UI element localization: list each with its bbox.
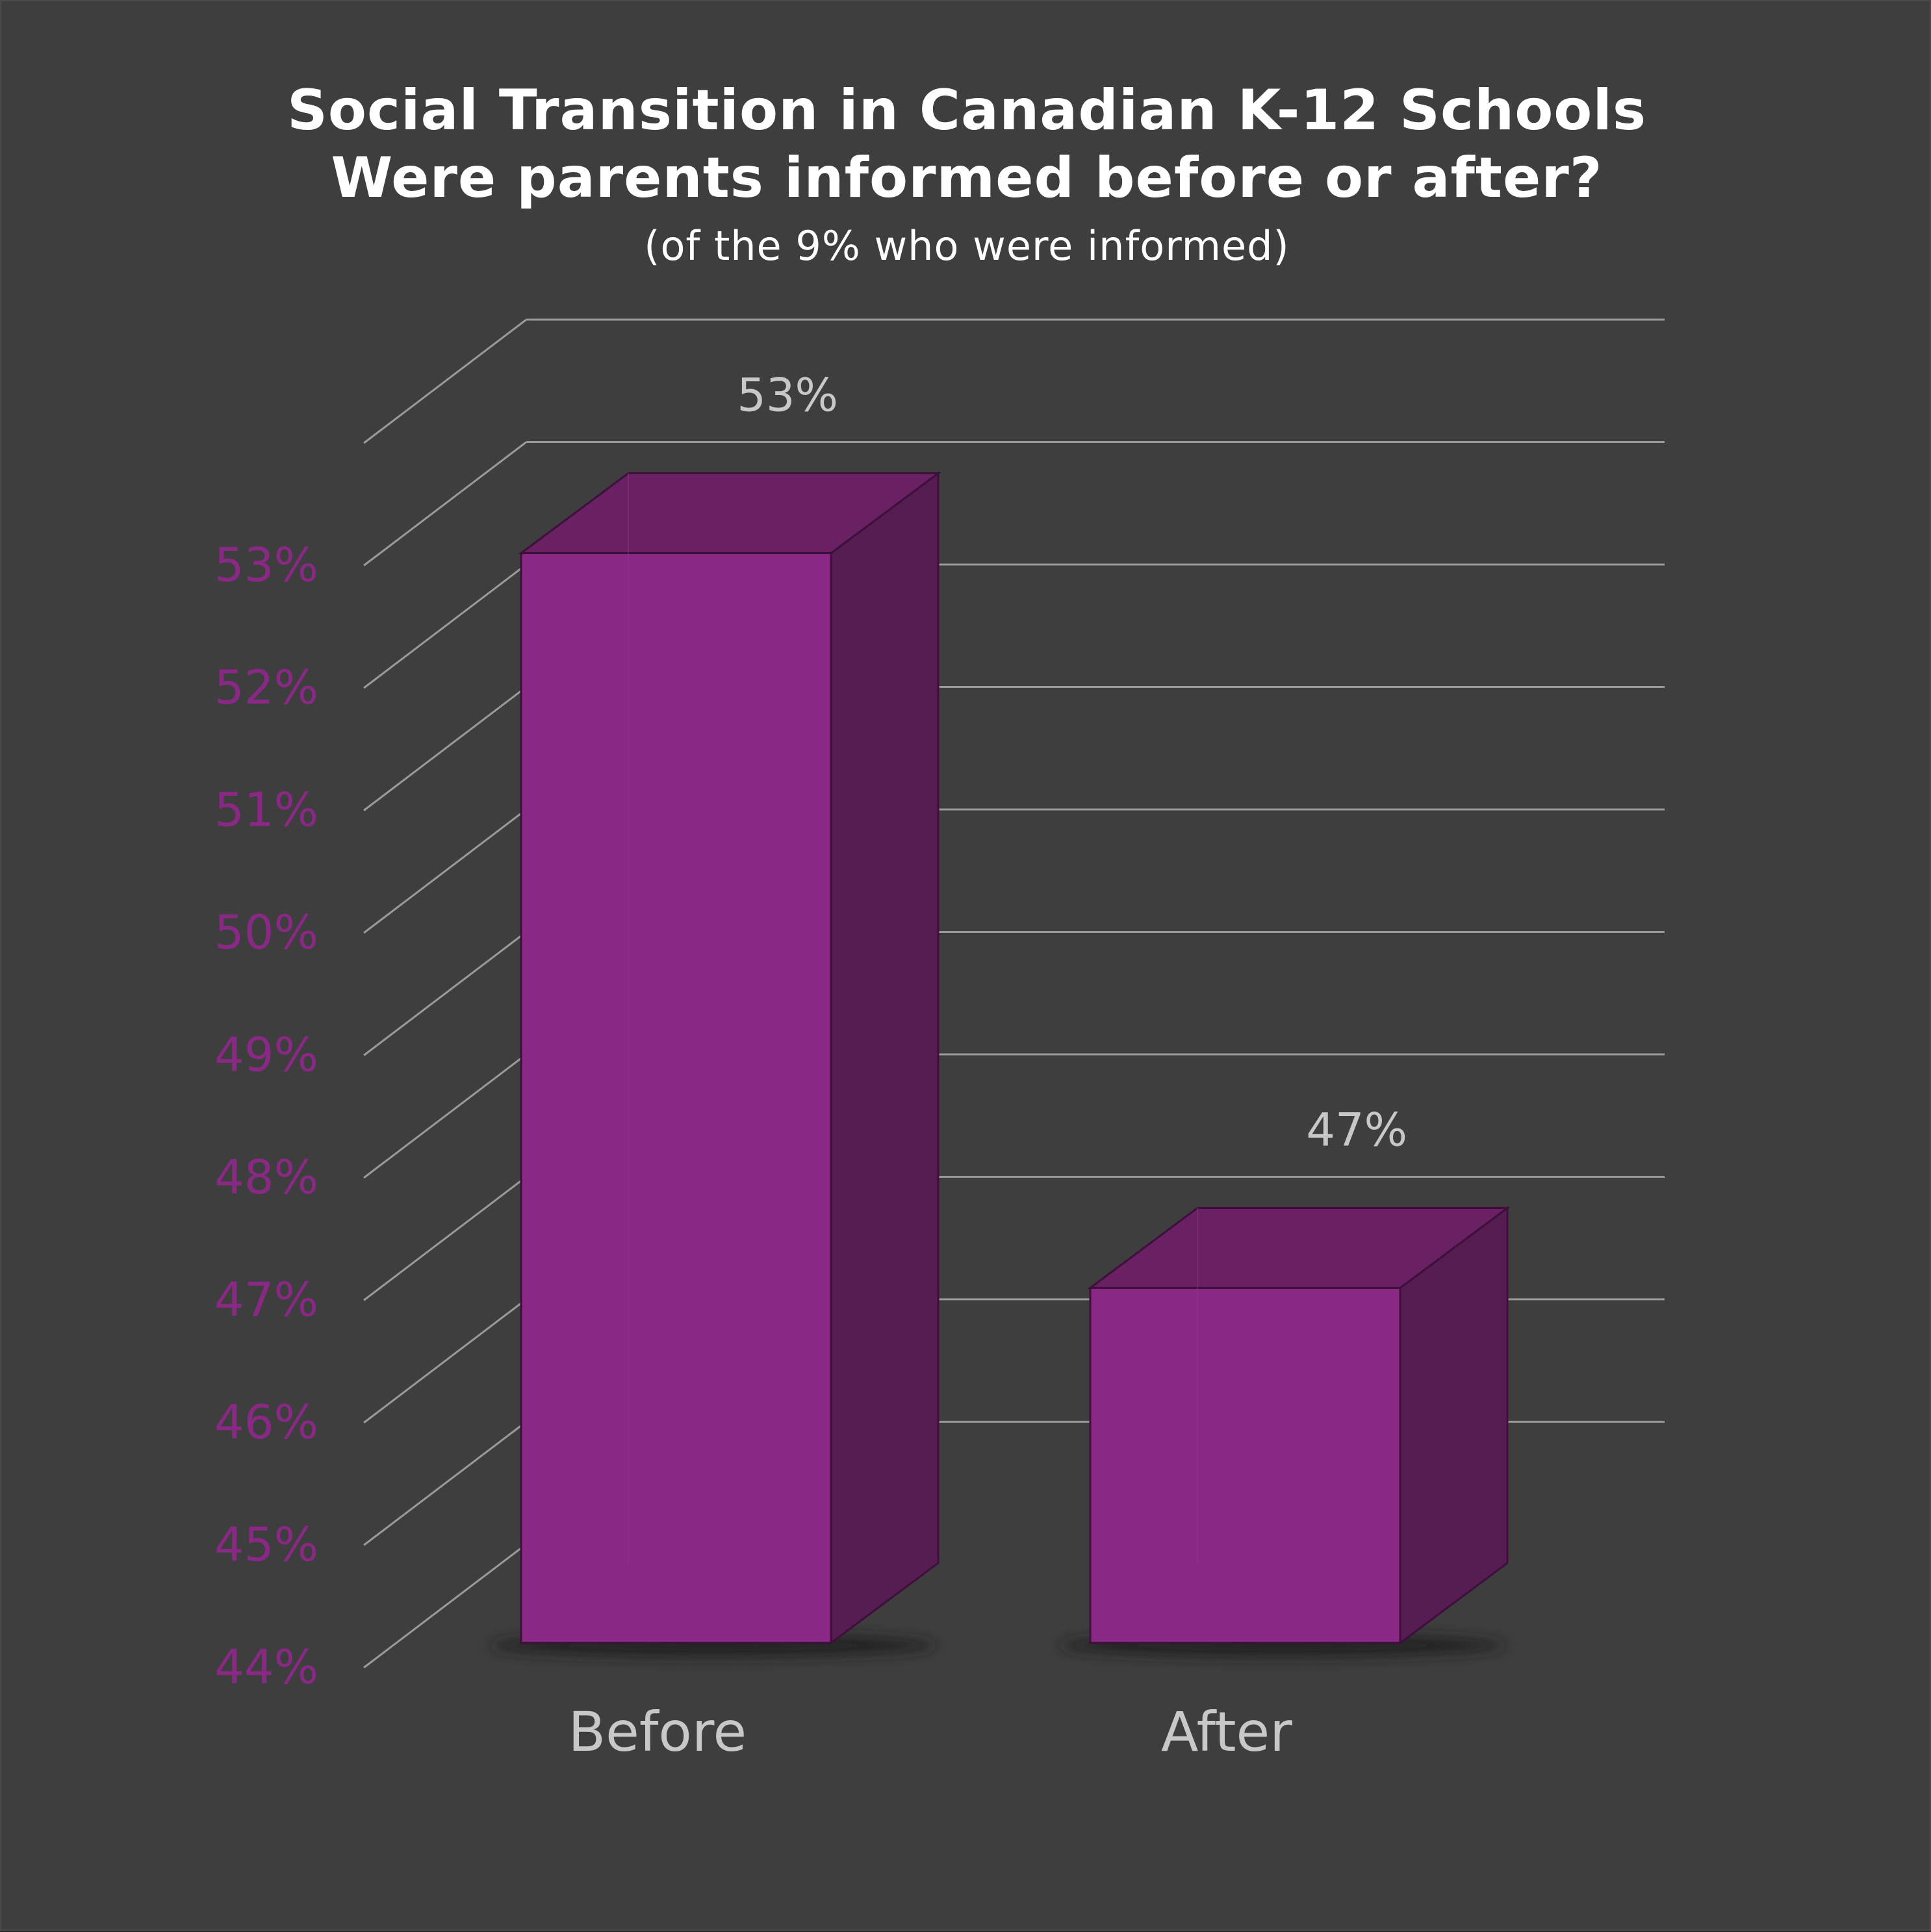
grid-line-diagonal <box>363 931 527 1056</box>
y-tick-label: 52% <box>214 660 318 715</box>
y-tick-label: 49% <box>214 1028 318 1082</box>
grid-line-diagonal <box>363 1543 527 1669</box>
y-tick-label: 50% <box>214 905 318 960</box>
bar-before <box>490 471 941 1657</box>
grid-line-diagonal <box>363 1053 527 1179</box>
grid-line-diagonal <box>363 1421 527 1546</box>
y-tick-label: 45% <box>214 1518 318 1572</box>
grid-line-diagonal <box>363 1176 527 1301</box>
y-tick-label: 53% <box>214 538 318 592</box>
chart-title-line-1: Social Transition in Canadian K-12 Schoo… <box>287 78 1647 143</box>
y-tick-label: 46% <box>214 1395 318 1449</box>
bar-front-face <box>520 552 832 1644</box>
grid-line-diagonal <box>363 318 527 444</box>
x-category-label: After <box>1161 1700 1292 1764</box>
grid-line-diagonal <box>363 563 527 689</box>
x-category-label: Before <box>569 1700 747 1764</box>
chart-subtitle: (of the 9% who were informed) <box>644 222 1290 270</box>
grid-line-diagonal <box>363 686 527 811</box>
y-tick-label: 47% <box>214 1273 318 1327</box>
bar-value-label: 47% <box>1306 1104 1407 1157</box>
bar-value-label: 53% <box>737 369 838 422</box>
bar-front-face <box>1089 1287 1401 1644</box>
y-tick-label: 51% <box>214 783 318 837</box>
y-tick-label: 44% <box>214 1640 318 1694</box>
bar-side-face <box>830 471 940 1645</box>
y-tick-label: 48% <box>214 1150 318 1204</box>
bar-after <box>1059 1206 1511 1657</box>
bar-layer <box>490 471 1511 1657</box>
grid-line-diagonal <box>363 1298 527 1424</box>
chart-title-line-2: Were parents informed before or after? <box>331 146 1603 210</box>
grid-line-diagonal <box>363 808 527 934</box>
label-layer: 44% 45% 46% 47% 48% 49% 50% 51% 52% 53% 53% Before 4… <box>214 369 1407 1764</box>
grid-line-diagonal <box>363 441 527 566</box>
